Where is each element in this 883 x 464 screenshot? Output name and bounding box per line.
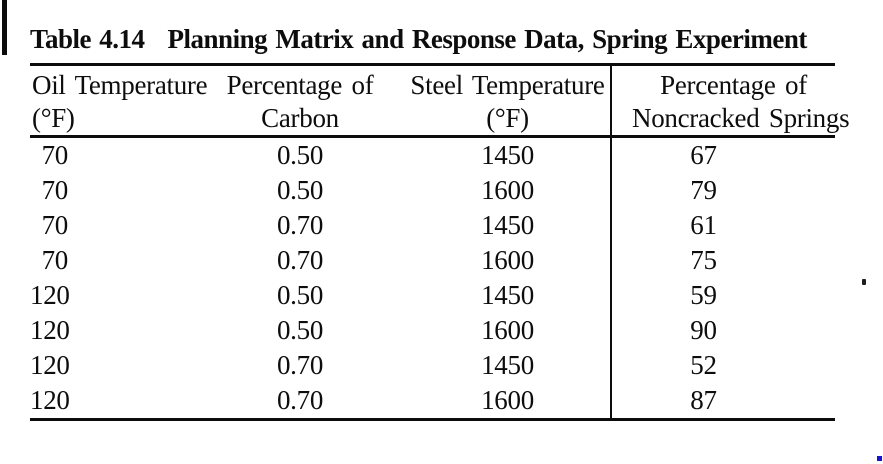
cell-noncracked-springs: 90 [610,313,835,348]
cell-oil-temperature: 120 [30,348,195,383]
cell-value: 70 [41,175,69,205]
data-table: Oil Temperature (°F) Percentage of Carbo… [30,63,850,421]
cell-oil-temperature: 120 [30,278,195,313]
table-row: 70 0.70 1600 75 [30,243,835,278]
table-body: 70 0.50 1450 67 70 0.50 1600 79 70 0.70 … [30,136,835,420]
cell-noncracked-springs: 61 [610,208,835,243]
cell-value: 70 [41,245,69,275]
header-row: Oil Temperature (°F) Percentage of Carbo… [30,64,850,138]
cell-oil-temperature: 70 [30,137,195,174]
table-row: 120 0.50 1450 59 [30,278,835,313]
table-row: 70 0.50 1600 79 [30,173,835,208]
cell-value: 70 [41,140,69,170]
header-line: Noncracked Springs [632,103,850,133]
header-line: Percentage of [660,70,807,100]
table-row: 120 0.50 1600 90 [30,313,835,348]
cell-noncracked-springs: 87 [610,383,835,420]
cell-percentage-of-carbon: 0.50 [276,315,324,345]
table-number: Table 4.14 [30,24,145,54]
cell-percentage-of-carbon: 0.50 [276,140,324,170]
table-caption: Table 4.14 Planning Matrix and Response D… [30,22,807,56]
cell-percentage-of-carbon: 0.70 [276,350,324,380]
header-line: Steel Temperature [410,70,605,100]
cell-noncracked-springs: 52 [610,348,835,383]
cell-oil-temperature: 70 [30,173,195,208]
column-header-oil-temperature: Oil Temperature (°F) [30,64,208,138]
table-row: 120 0.70 1450 52 [30,348,835,383]
cell-value: 120 [30,350,70,380]
header-line: (°F) [486,103,529,133]
cell-noncracked-springs: 75 [610,243,835,278]
header-line: Oil Temperature [32,70,208,100]
cell-percentage-of-carbon: 0.70 [276,210,324,240]
cell-value: 120 [30,315,70,345]
cell-noncracked-springs: 67 [610,136,835,173]
cell-oil-temperature: 120 [30,313,195,348]
column-header-percentage-noncracked-springs: Percentage of Noncracked Springs [610,64,850,138]
blue-mark-artifact [877,456,882,461]
cell-steel-temperature: 1600 [481,315,534,345]
cell-percentage-of-carbon: 0.50 [276,280,324,310]
table-row: 120 0.70 1600 87 [30,383,835,420]
cell-noncracked-springs: 59 [610,278,835,313]
cell-steel-temperature: 1450 [481,140,534,170]
column-header-steel-temperature: Steel Temperature (°F) [405,64,611,138]
cell-steel-temperature: 1450 [481,210,534,240]
cell-value: 70 [41,210,69,240]
cell-steel-temperature: 1450 [481,350,534,380]
cell-noncracked-springs: 79 [610,173,835,208]
cell-oil-temperature: 70 [30,243,195,278]
cell-steel-temperature: 1600 [481,175,534,205]
cell-oil-temperature: 70 [30,208,195,243]
table-row: 70 0.50 1450 67 [30,136,835,174]
table-title: Planning Matrix and Response Data, Sprin… [167,24,808,54]
scan-speck-artifact [862,279,866,285]
table-row: 70 0.70 1450 61 [30,208,835,243]
cell-steel-temperature: 1600 [481,385,534,415]
header-line: Carbon [261,103,339,133]
cell-percentage-of-carbon: 0.70 [276,385,324,415]
header-line: (°F) [32,103,75,133]
scan-edge-artifact [2,0,7,55]
cell-percentage-of-carbon: 0.70 [276,245,324,275]
cell-oil-temperature: 120 [30,383,195,420]
cell-value: 120 [30,385,70,415]
header-line: Percentage of [226,70,374,100]
table-header: Oil Temperature (°F) Percentage of Carbo… [30,64,850,138]
cell-steel-temperature: 1450 [481,280,534,310]
cell-value: 120 [30,280,70,310]
column-header-percentage-of-carbon: Percentage of Carbon [195,64,405,138]
cell-steel-temperature: 1600 [481,245,534,275]
cell-percentage-of-carbon: 0.50 [276,175,324,205]
